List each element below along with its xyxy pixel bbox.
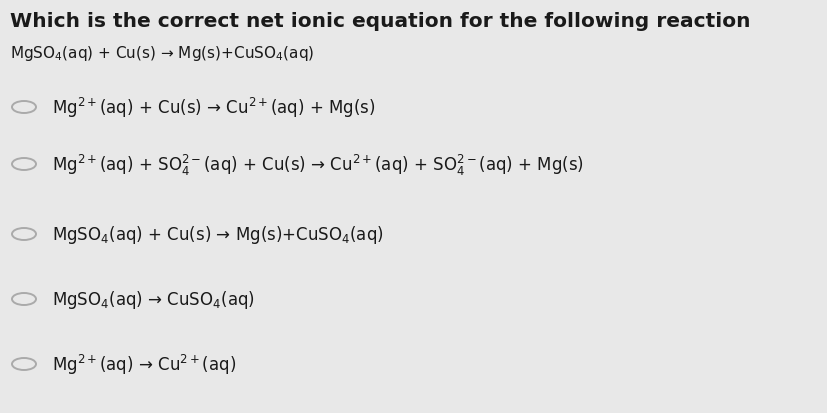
Text: Mg$^{2+}$(aq) + Cu(s) → Cu$^{2+}$(aq) + Mg(s): Mg$^{2+}$(aq) + Cu(s) → Cu$^{2+}$(aq) + … [52,96,375,120]
Text: Mg$^{2+}$(aq) → Cu$^{2+}$(aq): Mg$^{2+}$(aq) → Cu$^{2+}$(aq) [52,352,236,376]
Text: MgSO$_4$(aq) + Cu(s) → Mg(s)+CuSO$_4$(aq): MgSO$_4$(aq) + Cu(s) → Mg(s)+CuSO$_4$(aq… [52,223,383,245]
Text: Mg$^{2+}$(aq) + SO$_4^{2-}$(aq) + Cu(s) → Cu$^{2+}$(aq) + SO$_4^{2-}$(aq) + Mg(s: Mg$^{2+}$(aq) + SO$_4^{2-}$(aq) + Cu(s) … [52,152,583,177]
Text: Which is the correct net ionic equation for the following reaction: Which is the correct net ionic equation … [10,12,749,31]
Text: MgSO$_4$(aq) + Cu(s) → Mg(s)+CuSO$_4$(aq): MgSO$_4$(aq) + Cu(s) → Mg(s)+CuSO$_4$(aq… [10,44,314,63]
Text: MgSO$_4$(aq) → CuSO$_4$(aq): MgSO$_4$(aq) → CuSO$_4$(aq) [52,288,255,310]
